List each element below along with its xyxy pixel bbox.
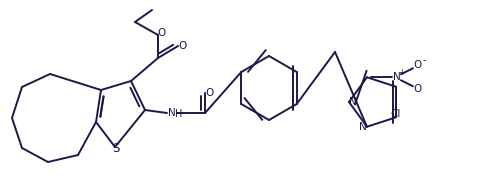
Text: N: N xyxy=(393,72,401,82)
Text: -: - xyxy=(422,55,426,65)
Text: N: N xyxy=(349,97,357,107)
Text: N: N xyxy=(168,108,176,118)
Text: O: O xyxy=(179,41,187,51)
Text: N: N xyxy=(359,122,367,132)
Text: Cl: Cl xyxy=(391,109,401,119)
Text: O: O xyxy=(414,84,422,94)
Text: S: S xyxy=(112,142,120,155)
Text: O: O xyxy=(206,88,214,98)
Text: O: O xyxy=(158,28,166,38)
Text: H: H xyxy=(176,109,183,119)
Text: +: + xyxy=(398,68,405,77)
Text: O: O xyxy=(414,60,422,70)
